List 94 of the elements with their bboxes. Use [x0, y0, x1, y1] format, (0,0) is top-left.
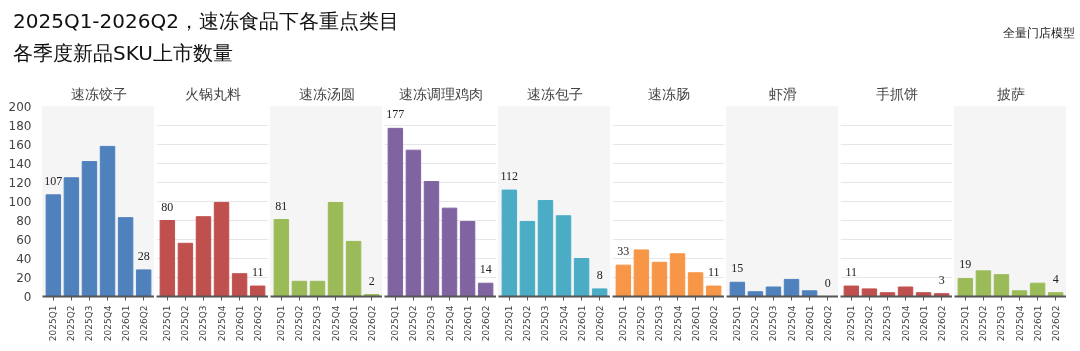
data-label: 11	[251, 265, 264, 280]
x-tick-label: 2025Q2	[180, 305, 191, 342]
chart-subtitle: 火锅丸料	[184, 85, 241, 102]
x-tick-label: 2025Q4	[786, 305, 797, 342]
data-label: 107	[44, 173, 63, 188]
x-tick-label: 2026Q2	[936, 305, 947, 342]
data-label: 80	[161, 199, 174, 214]
x-tick-label: 2026Q1	[348, 305, 359, 342]
x-tick-label: 2025Q1	[162, 305, 173, 342]
chart-subtitle: 速冻肠	[647, 85, 690, 102]
x-tick-label: 2025Q4	[444, 305, 455, 342]
chart-subtitle: 速冻饺子	[70, 85, 127, 102]
x-tick-label: 2026Q2	[252, 305, 263, 342]
x-tick-label: 2026Q1	[690, 305, 701, 342]
x-tick-label: 2025Q1	[960, 305, 971, 342]
y-tick-label: 100	[8, 195, 32, 209]
data-label: 28	[137, 248, 150, 263]
data-label: 81	[275, 198, 288, 213]
chart-subtitle: 手抓饼	[875, 85, 918, 102]
chart-subtitle: 速冻调理鸡肉	[398, 85, 483, 102]
x-tick-label: 2025Q4	[1014, 305, 1025, 342]
x-tick-label: 2026Q1	[804, 305, 815, 342]
text: 2025Q1-2026Q2，速冻食品下各重点类目各季度新品SKU上市数量	[13, 8, 400, 67]
x-tick-label: 2025Q2	[408, 305, 419, 342]
x-tick-label: 2025Q3	[198, 305, 209, 342]
chart-subtitle: 披萨	[996, 85, 1025, 102]
y-tick-label: 140	[8, 157, 32, 171]
x-tick-label: 2026Q2	[594, 305, 605, 342]
x-tick-label: 2025Q4	[558, 305, 569, 342]
data-label: 112	[500, 169, 519, 184]
x-tick-label: 2025Q4	[330, 305, 341, 342]
x-tick-label: 2025Q4	[216, 305, 227, 342]
x-tick-label: 2025Q2	[978, 305, 989, 342]
x-tick-label: 2025Q2	[636, 305, 647, 342]
x-tick-label: 2025Q1	[732, 305, 743, 342]
y-tick-label: 60	[16, 233, 32, 247]
data-label: 11	[845, 265, 858, 280]
x-tick-label: 2025Q1	[48, 305, 59, 342]
x-tick-label: 2025Q1	[846, 305, 857, 342]
x-tick-label: 2025Q3	[84, 305, 95, 342]
x-tick-label: 2025Q1	[504, 305, 515, 342]
x-tick-label: 2025Q4	[102, 305, 113, 342]
data-label: 177	[386, 107, 405, 122]
x-tick-label: 2026Q1	[462, 305, 473, 342]
data-label: 4	[1052, 271, 1059, 286]
y-tick-label: 120	[8, 176, 32, 190]
x-tick-label: 2025Q3	[540, 305, 551, 342]
y-tick-label: 200	[8, 100, 32, 114]
y-tick-label: 40	[16, 252, 32, 266]
x-tick-label: 2025Q2	[294, 305, 305, 342]
data-label: 14	[479, 262, 492, 277]
x-tick-label: 2026Q2	[480, 305, 491, 342]
y-tick-label: 0	[23, 290, 32, 304]
x-tick-label: 2025Q2	[750, 305, 761, 342]
y-tick-label: 180	[8, 119, 32, 133]
y-tick-label: 20	[16, 271, 32, 285]
data-label: 3	[938, 272, 945, 287]
x-tick-label: 2026Q2	[1050, 305, 1061, 342]
x-tick-label: 2025Q3	[768, 305, 779, 342]
data-label: 8	[596, 267, 603, 282]
y-tick-label: 80	[16, 214, 32, 228]
x-tick-label: 2026Q2	[366, 305, 377, 342]
x-tick-label: 2026Q2	[708, 305, 719, 342]
x-tick-label: 2025Q2	[522, 305, 533, 342]
x-tick-label: 2026Q1	[918, 305, 929, 342]
x-tick-label: 2025Q1	[390, 305, 401, 342]
x-tick-label: 2025Q3	[654, 305, 665, 342]
data-label: 19	[959, 257, 972, 272]
x-tick-label: 2026Q1	[234, 305, 245, 342]
chart-subtitle: 虾滑	[768, 85, 797, 102]
x-tick-label: 2026Q2	[138, 305, 149, 342]
y-tick-label: 160	[8, 138, 32, 152]
x-tick-label: 2026Q1	[120, 305, 131, 342]
chart-subtitle: 速冻包子	[526, 85, 583, 102]
data-label: 2	[368, 273, 375, 288]
x-tick-label: 2025Q3	[312, 305, 323, 342]
text: 全量门店模型	[1003, 25, 1075, 42]
x-tick-label: 2025Q3	[882, 305, 893, 342]
x-tick-label: 2025Q3	[996, 305, 1007, 342]
x-tick-label: 2025Q4	[900, 305, 911, 342]
x-tick-label: 2025Q2	[66, 305, 77, 342]
data-label: 15	[731, 261, 744, 276]
x-tick-label: 2025Q1	[276, 305, 287, 342]
x-tick-label: 2026Q1	[1032, 305, 1043, 342]
data-label: 11	[707, 265, 720, 280]
x-tick-label: 2025Q4	[672, 305, 683, 342]
x-tick-label: 2025Q1	[618, 305, 629, 342]
x-tick-label: 2026Q2	[822, 305, 833, 342]
x-tick-label: 2025Q3	[426, 305, 437, 342]
data-label: 33	[617, 244, 630, 259]
x-tick-label: 2026Q1	[576, 305, 587, 342]
x-tick-label: 2025Q2	[864, 305, 875, 342]
data-label: 0	[824, 275, 831, 290]
chart-subtitle: 速冻汤圆	[298, 85, 355, 102]
